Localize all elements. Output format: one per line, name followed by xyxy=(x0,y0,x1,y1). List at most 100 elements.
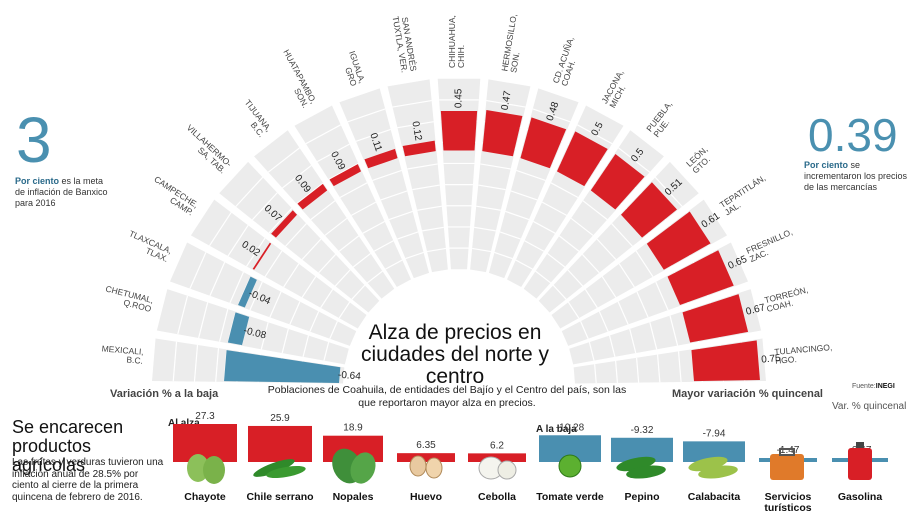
track-grid-line xyxy=(582,200,608,221)
track-grid-line xyxy=(516,169,546,182)
bar-value-label: 0.12 xyxy=(409,120,423,141)
track-grid-line xyxy=(535,270,551,284)
bar-1 xyxy=(224,350,341,384)
nopal-icon xyxy=(332,448,376,484)
suitcase-icon xyxy=(770,448,804,480)
product-value-label: 6.35 xyxy=(416,440,436,451)
track-grid-line xyxy=(550,182,579,198)
track-grid-line xyxy=(570,217,594,236)
track-grid-line xyxy=(476,205,501,211)
track-grid-line xyxy=(596,238,617,260)
bar-value-label: 0.47 xyxy=(500,90,514,111)
source-name: INEGI xyxy=(875,383,895,390)
track-grid-line xyxy=(598,311,609,332)
track-grid-line xyxy=(296,182,324,205)
bar-7 xyxy=(329,164,362,187)
track-grid-line xyxy=(412,184,440,191)
track-band xyxy=(156,289,349,365)
track-band xyxy=(169,242,357,346)
track-grid-line xyxy=(649,322,658,350)
track-grid-line xyxy=(547,253,566,268)
track-grid-line xyxy=(380,190,408,201)
track-grid-line xyxy=(611,223,633,247)
merchandise-increase-value: 0.39 xyxy=(808,109,898,161)
track-grid-line xyxy=(541,201,567,216)
track-grid-line xyxy=(615,360,619,383)
track-band xyxy=(387,79,448,273)
track-grid-line xyxy=(309,311,320,332)
track-grid-line xyxy=(567,269,584,287)
track-grid-line xyxy=(264,250,283,278)
track-grid-line xyxy=(618,263,635,288)
bar-value-label: 0.75 xyxy=(761,353,782,366)
product-name-label: Chile serrano xyxy=(246,491,313,503)
track-grid-line xyxy=(397,121,434,129)
product-value-label: 25.9 xyxy=(270,413,290,424)
city-label: MEXICALI,B.C. xyxy=(101,343,144,365)
inflation-target-note: Por ciento es la meta de inflación de Ba… xyxy=(15,176,115,209)
product-name-label: Pepino xyxy=(624,491,659,503)
product-value-label: -1.47 xyxy=(777,445,800,456)
egg-icon xyxy=(409,455,443,479)
track-grid-line xyxy=(351,201,377,216)
group-up-label: Al alza xyxy=(168,418,200,429)
track-grid-line xyxy=(417,205,442,211)
track-grid-line xyxy=(229,271,245,304)
track-grid-line xyxy=(189,252,207,289)
tomato-icon xyxy=(558,454,582,478)
bar-8 xyxy=(364,148,398,169)
track-grid-line xyxy=(302,335,310,358)
chart-title: Alza de precios en ciudades del norte y … xyxy=(361,321,549,388)
chart-subtitle: Poblaciones de Coahuila, de entidades de… xyxy=(267,384,627,409)
track-grid-line xyxy=(617,301,629,325)
track-grid-line xyxy=(405,251,424,260)
track-grid-line xyxy=(268,207,293,234)
bar-6 xyxy=(297,183,328,210)
chile-icon xyxy=(253,459,306,479)
track-grid-line xyxy=(388,210,413,221)
track-grid-line xyxy=(373,240,394,252)
track-grid-line xyxy=(215,348,220,382)
track-grid-line xyxy=(655,281,669,311)
track-grid-line xyxy=(172,341,178,382)
right-note-lead: Por ciento xyxy=(804,160,849,170)
product-value-label: 18.9 xyxy=(343,423,363,434)
track-grid-line xyxy=(285,223,307,247)
track-grid-line xyxy=(629,328,637,354)
bar-10 xyxy=(440,111,478,151)
left-note-text: es la meta de inflación de Banxico para … xyxy=(15,176,108,208)
bar-5 xyxy=(271,210,298,238)
track-grid-line xyxy=(289,301,301,325)
track-grid-line xyxy=(249,281,263,311)
track-grid-line xyxy=(576,124,613,145)
bar-value-label: 0.45 xyxy=(454,88,465,108)
track-grid-line xyxy=(567,301,580,319)
track-grid-line xyxy=(355,128,391,142)
track-grid-line xyxy=(656,354,661,383)
track-grid-line xyxy=(558,235,580,252)
track-grid-line xyxy=(260,322,269,350)
track-grid-line xyxy=(510,190,538,201)
track-grid-line xyxy=(251,192,278,221)
track-grid-line xyxy=(474,226,496,232)
track-grid-line xyxy=(282,164,312,189)
product-name-label: Chayote xyxy=(184,491,226,503)
bar-3 xyxy=(238,276,257,308)
bar-11 xyxy=(482,109,523,157)
track-band xyxy=(190,199,367,329)
product-bar-2 xyxy=(248,425,312,462)
track-grid-line xyxy=(305,124,342,145)
track-grid-line xyxy=(608,335,616,358)
track-grid-line xyxy=(669,315,679,346)
track-grid-line xyxy=(338,301,351,319)
track-grid-line xyxy=(422,226,444,232)
track-grid-line xyxy=(636,291,649,318)
bar-9 xyxy=(402,140,436,157)
bar-16 xyxy=(646,211,711,270)
product-name-label: Nopales xyxy=(333,491,374,503)
track-band xyxy=(339,88,430,279)
bar-18 xyxy=(682,294,749,343)
product-value-label: -10.28 xyxy=(556,422,585,433)
